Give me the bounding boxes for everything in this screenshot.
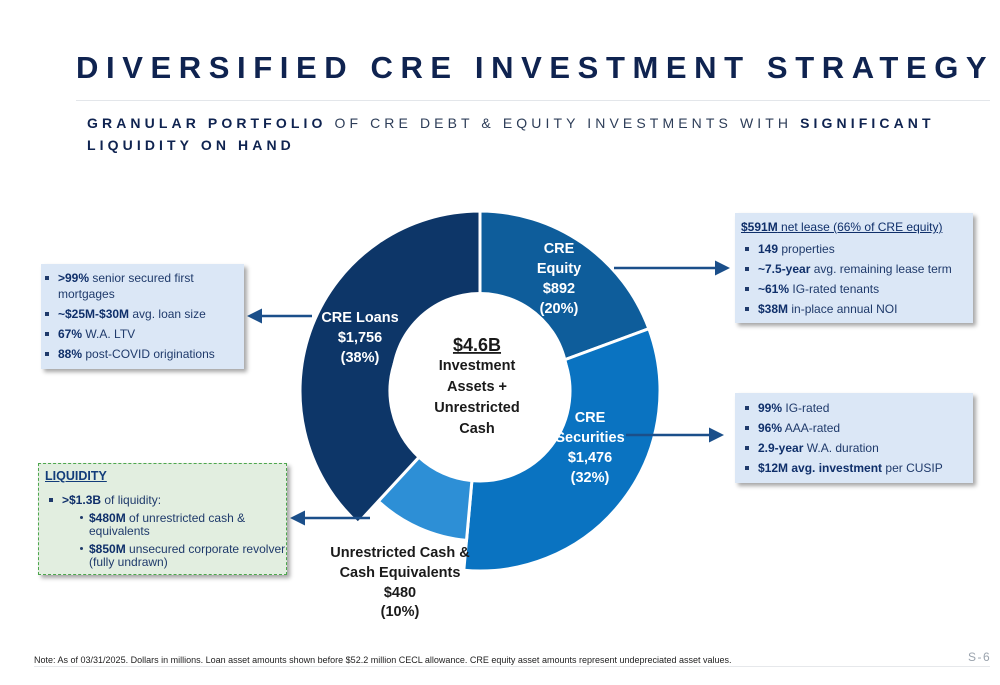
loans-item-4: 88% post-COVID originations <box>41 346 244 362</box>
page-title: DIVERSIFIED CRE INVESTMENT STRATEGY <box>76 50 995 85</box>
loans-callout: >99% senior secured first mortgages ~$25… <box>41 264 244 369</box>
center-line-3: Unrestricted <box>434 400 519 416</box>
cre-equity-value: $892 <box>543 281 575 297</box>
slice-label-cre-equity: CRE Equity $892 (20%) <box>537 241 581 317</box>
cre-securities-value: $1,476 <box>568 450 612 466</box>
footnote: Note: As of 03/31/2025. Dollars in milli… <box>34 655 732 665</box>
donut-slices <box>298 209 662 573</box>
equity-item-3: ~61% IG-rated tenants <box>741 281 973 297</box>
cash-value: $480 <box>384 585 416 601</box>
liquidity-subitem-1: $480M of unrestricted cash & equivalents <box>62 512 286 538</box>
center-line-1: Investment <box>439 358 516 374</box>
donut-hole <box>391 292 569 470</box>
loans-item-1: >99% senior secured first mortgages <box>41 270 244 302</box>
cre-securities-label-2: Securities <box>555 430 624 446</box>
cre-securities-label-1: CRE <box>575 410 606 426</box>
slice-cre-securities <box>462 326 662 573</box>
liquidity-item: >$1.3B of liquidity: $480M of unrestrict… <box>45 492 286 569</box>
liquidity-subitem-2: $850M unsecured corporate revolver (full… <box>62 543 286 569</box>
cre-equity-label-2: Equity <box>537 261 581 277</box>
loans-item-3: 67% W.A. LTV <box>41 326 244 342</box>
equity-item-1: 149 properties <box>741 241 973 257</box>
cash-label-1: Unrestricted Cash & <box>330 545 470 561</box>
cre-loans-value: $1,756 <box>338 330 382 346</box>
securities-callout: 99% IG-rated 96% AAA-rated 2.9-year W.A.… <box>735 393 973 483</box>
securities-item-3: 2.9-year W.A. duration <box>741 440 973 456</box>
cre-loans-label: CRE Loans <box>321 310 398 326</box>
equity-item-2: ~7.5-year avg. remaining lease term <box>741 261 973 277</box>
cre-equity-pct: (20%) <box>540 301 579 317</box>
cash-label-2: Cash Equivalents <box>340 565 461 581</box>
slice-cre-loans <box>298 209 482 526</box>
cash-pct: (10%) <box>381 604 420 620</box>
center-total: $4.6B <box>453 335 501 355</box>
subtitle-middle: OF CRE DEBT & EQUITY INVESTMENTS WITH <box>326 115 801 131</box>
cre-securities-pct: (32%) <box>571 470 610 486</box>
equity-callout: $591M net lease (66% of CRE equity) 149 … <box>735 213 973 323</box>
securities-item-2: 96% AAA-rated <box>741 420 973 436</box>
loans-item-2: ~$25M-$30M avg. loan size <box>41 306 244 322</box>
center-line-4: Cash <box>459 421 494 437</box>
page-subtitle: GRANULAR PORTFOLIO OF CRE DEBT & EQUITY … <box>87 112 967 156</box>
page-number: S-6 <box>968 650 992 664</box>
securities-item-1: 99% IG-rated <box>741 400 973 416</box>
subtitle-bold-2: SIGNIFICANT LIQUIDITY ON HAND <box>87 115 935 153</box>
slice-label-cash: Unrestricted Cash & Cash Equivalents $48… <box>330 545 470 620</box>
footer-divider <box>34 666 990 667</box>
title-divider <box>76 100 990 101</box>
center-label: $4.6B Investment Assets + Unrestricted C… <box>434 335 519 437</box>
liquidity-callout: LIQUIDITY >$1.3B of liquidity: $480M of … <box>38 463 287 575</box>
subtitle-bold-1: GRANULAR PORTFOLIO <box>87 115 327 131</box>
cre-equity-label-1: CRE <box>544 241 575 257</box>
center-line-2: Assets + <box>447 379 507 395</box>
equity-callout-heading: $591M net lease (66% of CRE equity) <box>741 220 943 234</box>
securities-item-4: $12M avg. investment per CUSIP <box>741 460 973 476</box>
slice-label-cre-loans: CRE Loans $1,756 (38%) <box>321 310 398 366</box>
equity-item-4: $38M in-place annual NOI <box>741 301 973 317</box>
liquidity-heading: LIQUIDITY <box>45 469 107 483</box>
cre-loans-pct: (38%) <box>341 350 380 366</box>
slice-label-cre-securities: CRE Securities $1,476 (32%) <box>555 410 624 486</box>
